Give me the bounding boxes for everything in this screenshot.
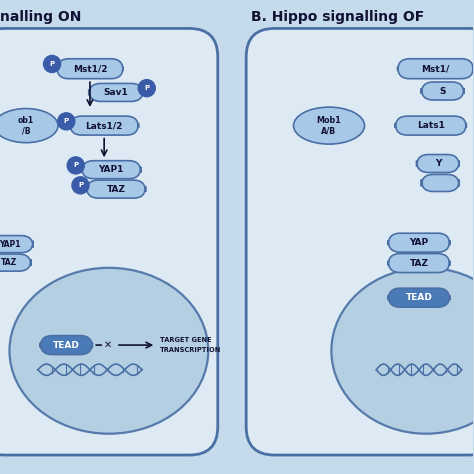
FancyBboxPatch shape xyxy=(398,59,474,79)
FancyBboxPatch shape xyxy=(417,155,459,173)
Text: P: P xyxy=(144,85,149,91)
FancyBboxPatch shape xyxy=(388,254,450,273)
FancyBboxPatch shape xyxy=(70,116,138,135)
Circle shape xyxy=(58,113,75,130)
Text: TAZ: TAZ xyxy=(410,259,428,267)
Ellipse shape xyxy=(0,109,58,143)
Text: Lats1/2: Lats1/2 xyxy=(85,121,123,130)
Ellipse shape xyxy=(331,268,474,434)
Text: Mst1/: Mst1/ xyxy=(421,64,450,73)
FancyBboxPatch shape xyxy=(421,174,459,191)
Text: TARGET GENE: TARGET GENE xyxy=(160,337,211,343)
Ellipse shape xyxy=(293,107,365,144)
Text: TEAD: TEAD xyxy=(406,293,432,302)
FancyBboxPatch shape xyxy=(0,254,31,271)
Text: TEAD: TEAD xyxy=(53,341,80,349)
FancyBboxPatch shape xyxy=(388,233,450,252)
Text: P: P xyxy=(78,182,83,188)
Text: Mob1
A/B: Mob1 A/B xyxy=(317,116,341,135)
Text: P: P xyxy=(64,118,69,124)
FancyBboxPatch shape xyxy=(82,161,141,179)
Text: Sav1: Sav1 xyxy=(104,88,128,97)
Text: TRANSCRIPTION: TRANSCRIPTION xyxy=(160,347,221,353)
Circle shape xyxy=(44,55,61,73)
FancyBboxPatch shape xyxy=(246,28,474,455)
Text: B. Hippo signalling OF: B. Hippo signalling OF xyxy=(251,9,424,24)
FancyBboxPatch shape xyxy=(0,236,33,253)
Text: Y: Y xyxy=(435,159,441,168)
Text: ✕: ✕ xyxy=(104,340,112,350)
Text: YAP1: YAP1 xyxy=(0,240,20,248)
Circle shape xyxy=(72,177,89,194)
FancyBboxPatch shape xyxy=(421,82,464,100)
Text: S: S xyxy=(439,87,446,95)
FancyBboxPatch shape xyxy=(395,116,466,135)
Text: Mst1/2: Mst1/2 xyxy=(73,64,107,73)
Text: P: P xyxy=(73,163,78,168)
Circle shape xyxy=(67,157,84,174)
Ellipse shape xyxy=(9,268,208,434)
Text: ob1
/B: ob1 /B xyxy=(18,116,34,135)
FancyBboxPatch shape xyxy=(388,288,450,307)
Text: TAZ: TAZ xyxy=(107,185,126,193)
FancyBboxPatch shape xyxy=(57,59,123,79)
Text: TAZ: TAZ xyxy=(0,258,17,267)
FancyBboxPatch shape xyxy=(0,28,218,455)
Text: YAP: YAP xyxy=(410,238,428,247)
FancyBboxPatch shape xyxy=(40,336,92,355)
Text: nalling ON: nalling ON xyxy=(0,9,82,24)
Text: Lats1: Lats1 xyxy=(417,121,445,130)
FancyBboxPatch shape xyxy=(86,180,146,198)
Circle shape xyxy=(138,80,155,97)
Text: P: P xyxy=(49,61,55,67)
Text: YAP1: YAP1 xyxy=(99,165,124,174)
FancyBboxPatch shape xyxy=(89,83,143,101)
